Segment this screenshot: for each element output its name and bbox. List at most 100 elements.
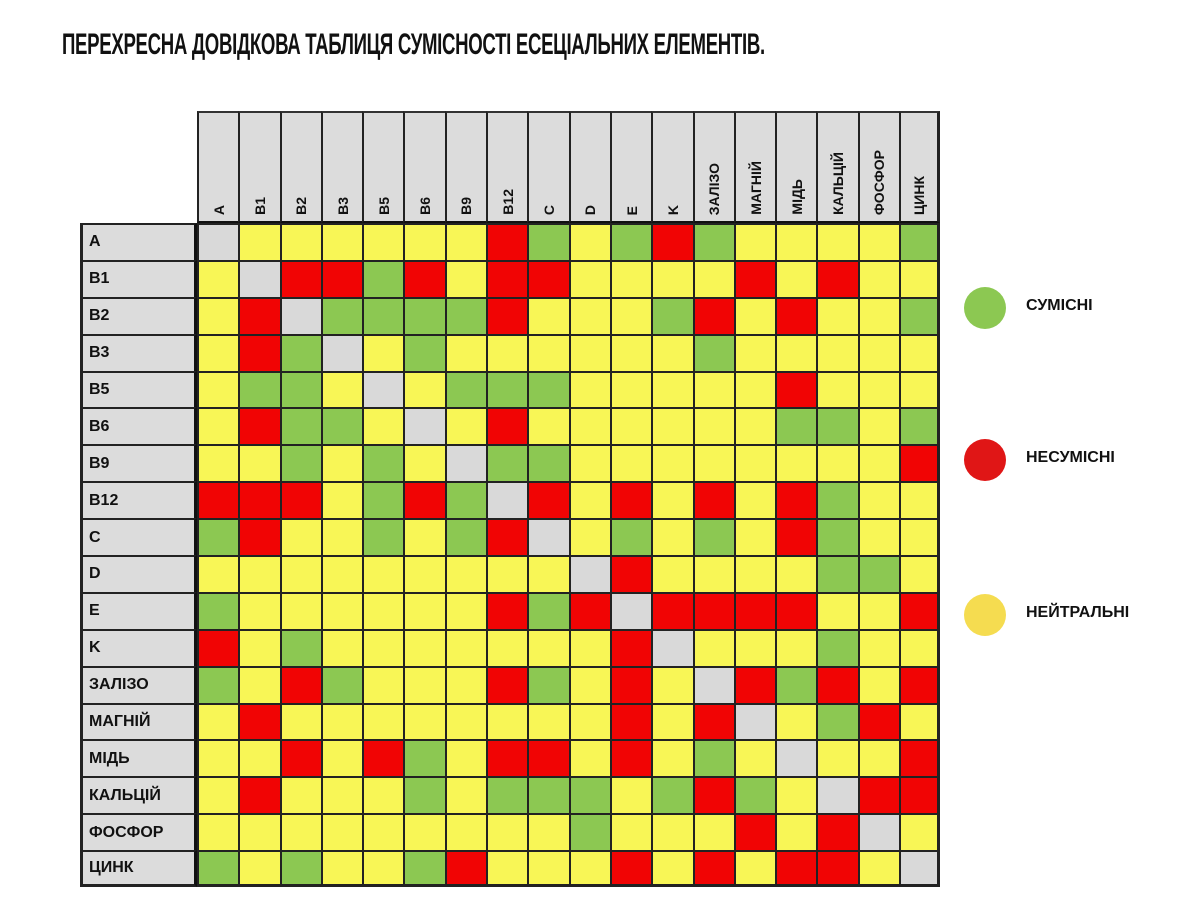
grid-cell bbox=[238, 776, 280, 814]
grid-cell bbox=[899, 518, 941, 556]
grid-cell bbox=[279, 223, 321, 260]
column-header-label: B1 bbox=[251, 197, 268, 215]
row-header: B3 bbox=[80, 333, 197, 371]
grid-cell bbox=[692, 813, 734, 851]
legend-dot-icon bbox=[964, 439, 1006, 481]
grid-cell bbox=[651, 555, 693, 592]
grid-cell bbox=[651, 665, 693, 703]
grid-cell bbox=[775, 481, 817, 519]
grid-cell bbox=[527, 665, 569, 703]
column-header-label: ЗАЛІЗО bbox=[706, 162, 723, 215]
grid-cell bbox=[899, 444, 941, 482]
grid-cell bbox=[444, 591, 487, 629]
grid-cell bbox=[362, 591, 404, 629]
column-header-label: B2 bbox=[293, 197, 310, 215]
column-header-label: B6 bbox=[417, 197, 434, 215]
row-header: B9 bbox=[80, 444, 197, 482]
grid-cell bbox=[320, 259, 363, 297]
grid-cell bbox=[279, 333, 321, 371]
grid-cell bbox=[568, 850, 610, 888]
grid-cell bbox=[568, 591, 610, 629]
row-header: E bbox=[80, 591, 197, 629]
grid-cell bbox=[733, 591, 776, 629]
grid-cell bbox=[733, 481, 776, 519]
grid-cell bbox=[403, 370, 445, 408]
grid-cell bbox=[444, 702, 487, 740]
grid-cell bbox=[651, 223, 693, 260]
grid-cell bbox=[651, 296, 693, 334]
grid-cell bbox=[279, 776, 321, 814]
grid-cell bbox=[692, 628, 734, 666]
grid-cell bbox=[609, 259, 652, 297]
grid-cell bbox=[692, 702, 734, 740]
grid-cell bbox=[692, 776, 734, 814]
grid-cell bbox=[444, 259, 487, 297]
grid-cell bbox=[609, 296, 652, 334]
grid-cell bbox=[692, 370, 734, 408]
grid-cell bbox=[857, 370, 900, 408]
grid-cell bbox=[444, 407, 487, 445]
grid-cell bbox=[444, 518, 487, 556]
column-header-label: МАГНІЙ bbox=[747, 161, 764, 215]
column-header-label: B5 bbox=[375, 197, 392, 215]
grid-cell bbox=[238, 296, 280, 334]
grid-cell bbox=[775, 296, 817, 334]
row-header: K bbox=[80, 628, 197, 666]
grid-cell bbox=[238, 259, 280, 297]
grid-cell bbox=[651, 333, 693, 371]
column-header: D bbox=[568, 111, 610, 223]
column-header-label: ФОСФОР bbox=[871, 149, 888, 215]
grid-cell bbox=[816, 813, 858, 851]
grid-cell bbox=[444, 444, 487, 482]
grid-cell bbox=[692, 518, 734, 556]
grid-cell bbox=[692, 333, 734, 371]
grid-cell bbox=[651, 628, 693, 666]
grid-cell bbox=[775, 407, 817, 445]
grid-cell bbox=[444, 296, 487, 334]
grid-cell bbox=[444, 776, 487, 814]
grid-cell bbox=[816, 444, 858, 482]
grid-cell bbox=[899, 259, 941, 297]
column-header: ФОСФОР bbox=[857, 111, 900, 223]
grid-cell bbox=[486, 407, 528, 445]
row-header: B12 bbox=[80, 481, 197, 519]
grid-cell bbox=[527, 518, 569, 556]
grid-cell bbox=[197, 481, 239, 519]
grid-cell bbox=[609, 813, 652, 851]
grid-cell bbox=[733, 702, 776, 740]
grid-cell bbox=[238, 370, 280, 408]
grid-cell bbox=[527, 813, 569, 851]
row-header: D bbox=[80, 555, 197, 592]
grid-cell bbox=[568, 702, 610, 740]
grid-cell bbox=[775, 702, 817, 740]
grid-cell bbox=[609, 628, 652, 666]
grid-cell bbox=[899, 739, 941, 777]
grid-cell bbox=[444, 370, 487, 408]
grid-cell bbox=[568, 813, 610, 851]
legend-dot-icon bbox=[964, 287, 1006, 329]
grid-cell bbox=[320, 702, 363, 740]
grid-cell bbox=[775, 259, 817, 297]
grid-cell bbox=[444, 481, 487, 519]
row-header: ЦИНК bbox=[80, 850, 197, 888]
grid-cell bbox=[775, 444, 817, 482]
grid-cell bbox=[403, 259, 445, 297]
grid-cell bbox=[816, 481, 858, 519]
column-header: B12 bbox=[486, 111, 528, 223]
grid-cell bbox=[197, 370, 239, 408]
column-header: B2 bbox=[279, 111, 321, 223]
grid-cell bbox=[733, 444, 776, 482]
grid-cell bbox=[857, 628, 900, 666]
grid-cell bbox=[486, 813, 528, 851]
grid-cell bbox=[238, 481, 280, 519]
grid-cell bbox=[197, 259, 239, 297]
grid-cell bbox=[320, 628, 363, 666]
grid-cell bbox=[568, 333, 610, 371]
row-header: C bbox=[80, 518, 197, 556]
grid-cell bbox=[651, 850, 693, 888]
page-title: ПЕРЕХРЕСНА ДОВІДКОВА ТАБЛИЦЯ СУМІСНОСТІ … bbox=[62, 28, 765, 61]
column-header-label: КАЛЬЦІЙ bbox=[830, 152, 847, 215]
grid-cell bbox=[609, 518, 652, 556]
grid-cell bbox=[362, 739, 404, 777]
grid-cell bbox=[609, 407, 652, 445]
